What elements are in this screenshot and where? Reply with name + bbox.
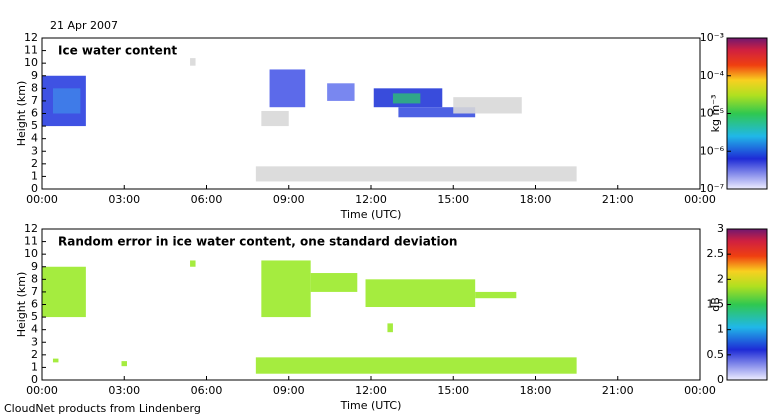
colorbar	[726, 228, 768, 381]
y-tick-label: 11	[24, 44, 38, 57]
x-tick-label: 09:00	[273, 193, 305, 206]
y-tick-label: 10	[24, 56, 38, 69]
cloud-region	[269, 69, 306, 108]
y-tick-label: 1	[31, 169, 38, 182]
colorbar-tick-label: 2.5	[707, 247, 725, 260]
y-tick-label: 4	[31, 132, 38, 145]
y-tick-label: 10	[24, 247, 38, 260]
cloud-region	[261, 260, 311, 318]
colorbar-tick-label: 10⁻⁶	[700, 144, 725, 157]
x-tick-label: 18:00	[520, 384, 552, 397]
colorbar-label: dB	[709, 297, 722, 312]
x-tick-label: 18:00	[520, 193, 552, 206]
x-tick-label: 09:00	[273, 384, 305, 397]
colorbar-tick-label: 10⁻³	[700, 31, 724, 44]
y-tick-label: 8	[31, 272, 38, 285]
colorbar	[726, 37, 768, 190]
cloud-region	[121, 361, 127, 367]
colorbar-tick-label: 3	[717, 222, 724, 235]
x-tick-label: 15:00	[437, 193, 469, 206]
y-tick-label: 5	[31, 119, 38, 132]
cloud-region	[475, 291, 517, 299]
colorbar-tick-label: 0	[717, 373, 724, 386]
y-axis-label: Height (km)	[15, 81, 28, 147]
y-tick-label: 3	[31, 335, 38, 348]
cloud-region	[392, 93, 421, 104]
panel-title: Random error in ice water content, one s…	[58, 235, 457, 249]
y-tick-label: 9	[31, 69, 38, 82]
cloud-region	[310, 273, 358, 292]
y-tick-label: 1	[31, 360, 38, 373]
y-tick-label: 7	[31, 285, 38, 298]
date: 21 Apr 2007	[50, 19, 118, 32]
y-tick-label: 8	[31, 81, 38, 94]
panel-title: Ice water content	[58, 44, 177, 58]
x-tick-label: 03:00	[108, 193, 140, 206]
y-axis-label: Height (km)	[15, 272, 28, 338]
cloud-region	[42, 266, 86, 318]
colorbar-tick-label: 10⁻⁷	[700, 182, 724, 195]
footer: CloudNet products from Lindenberg	[4, 402, 201, 415]
y-tick-label: 2	[31, 348, 38, 361]
cloud-region	[52, 358, 59, 363]
x-tick-label: 03:00	[108, 384, 140, 397]
x-tick-label: 00:00	[26, 384, 58, 397]
x-tick-label: 06:00	[191, 193, 223, 206]
y-tick-label: 2	[31, 157, 38, 170]
y-tick-label: 6	[31, 107, 38, 120]
x-axis-label: Time (UTC)	[340, 399, 402, 412]
colorbar-tick-label: 2	[717, 272, 724, 285]
x-tick-label: 21:00	[602, 384, 634, 397]
y-tick-label: 12	[24, 31, 38, 44]
y-tick-label: 9	[31, 260, 38, 273]
colorbar-tick-label: 10⁻⁴	[700, 69, 725, 82]
y-tick-label: 11	[24, 235, 38, 248]
cloud-region	[365, 279, 476, 308]
cloud-region	[255, 166, 577, 182]
cloud-region	[387, 323, 393, 333]
colorbar-tick-label: 1	[717, 323, 724, 336]
x-tick-label: 00:00	[684, 193, 716, 206]
y-tick-label: 12	[24, 222, 38, 235]
y-tick-label: 0	[31, 182, 38, 195]
x-tick-label: 15:00	[437, 384, 469, 397]
x-tick-label: 21:00	[602, 193, 634, 206]
y-tick-label: 6	[31, 298, 38, 311]
x-axis-label: Time (UTC)	[340, 208, 402, 221]
y-tick-label: 3	[31, 144, 38, 157]
cloud-region	[398, 107, 476, 118]
cloud-region	[190, 260, 196, 267]
colorbar-tick-label: 1.5	[707, 298, 725, 311]
x-tick-label: 12:00	[355, 193, 387, 206]
cloud-region	[453, 97, 522, 114]
x-tick-label: 00:00	[26, 193, 58, 206]
cloud-region	[261, 110, 289, 127]
colorbar-tick-label: 10⁻⁵	[700, 107, 724, 120]
x-tick-label: 12:00	[355, 384, 387, 397]
cloud-region	[327, 83, 355, 101]
colorbar-label: kg m⁻³	[709, 95, 722, 133]
x-tick-label: 00:00	[684, 384, 716, 397]
y-tick-label: 7	[31, 94, 38, 107]
x-tick-label: 06:00	[191, 384, 223, 397]
cloud-region	[52, 88, 81, 114]
colorbar-tick-label: 0.5	[707, 348, 725, 361]
y-tick-label: 5	[31, 310, 38, 323]
cloud-region	[190, 58, 196, 66]
cloud-region	[255, 357, 577, 374]
y-tick-label: 0	[31, 373, 38, 386]
y-tick-label: 4	[31, 323, 38, 336]
